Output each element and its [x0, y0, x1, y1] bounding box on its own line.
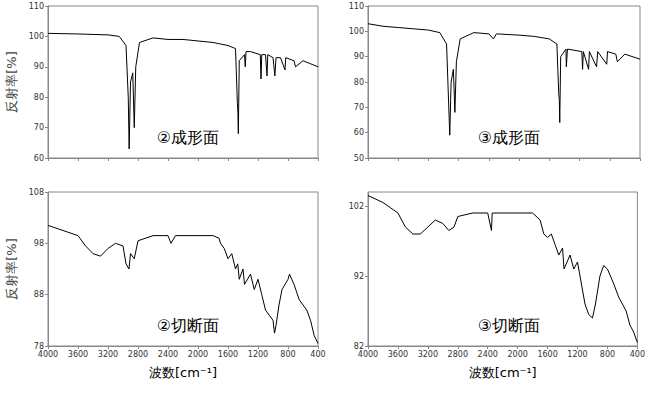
svg-text:82: 82 [353, 341, 364, 351]
svg-text:90: 90 [34, 62, 44, 71]
svg-text:80: 80 [34, 93, 44, 102]
svg-text:4000: 4000 [358, 350, 378, 359]
svg-text:4000: 4000 [38, 350, 58, 359]
svg-text:92: 92 [354, 272, 364, 281]
svg-text:3200: 3200 [98, 350, 118, 359]
svg-text:②成形面: ②成形面 [157, 128, 219, 147]
svg-text:2800: 2800 [128, 350, 148, 359]
svg-text:反射率[%]: 反射率[%] [4, 238, 19, 300]
svg-text:3600: 3600 [68, 350, 88, 359]
svg-text:波数[cm⁻¹]: 波数[cm⁻¹] [469, 365, 537, 380]
svg-text:108: 108 [29, 188, 44, 197]
svg-text:2000: 2000 [188, 350, 208, 359]
svg-text:②切断面: ②切断面 [157, 316, 219, 335]
svg-text:3200: 3200 [418, 350, 438, 359]
svg-text:60: 60 [354, 128, 364, 137]
svg-text:102: 102 [349, 202, 364, 211]
svg-text:100: 100 [29, 32, 44, 41]
svg-text:2000: 2000 [507, 350, 527, 359]
svg-text:2800: 2800 [448, 350, 468, 359]
svg-text:90: 90 [354, 52, 364, 61]
svg-text:2400: 2400 [158, 350, 178, 359]
svg-text:波数[cm⁻¹]: 波数[cm⁻¹] [149, 365, 217, 380]
svg-text:50: 50 [354, 154, 364, 163]
svg-text:1200: 1200 [567, 350, 587, 359]
svg-text:800: 800 [280, 350, 295, 359]
svg-text:800: 800 [600, 350, 615, 359]
svg-text:78: 78 [33, 341, 44, 351]
svg-text:60: 60 [34, 154, 44, 163]
svg-text:400: 400 [310, 350, 325, 359]
svg-text:③成形面: ③成形面 [478, 128, 540, 147]
svg-text:400: 400 [630, 350, 645, 359]
svg-text:110: 110 [29, 2, 44, 11]
svg-text:70: 70 [34, 123, 44, 132]
svg-text:88: 88 [34, 290, 44, 299]
svg-text:3600: 3600 [388, 350, 408, 359]
svg-text:2400: 2400 [478, 350, 498, 359]
svg-text:反射率[%]: 反射率[%] [4, 51, 19, 113]
svg-text:1600: 1600 [218, 350, 238, 359]
svg-text:1200: 1200 [248, 350, 268, 359]
svg-text:③切断面: ③切断面 [478, 316, 540, 335]
svg-text:80: 80 [354, 78, 364, 87]
svg-text:110: 110 [349, 2, 364, 11]
svg-text:70: 70 [354, 103, 364, 112]
svg-text:98: 98 [34, 239, 44, 248]
svg-text:1600: 1600 [537, 350, 557, 359]
svg-text:100: 100 [349, 27, 364, 36]
